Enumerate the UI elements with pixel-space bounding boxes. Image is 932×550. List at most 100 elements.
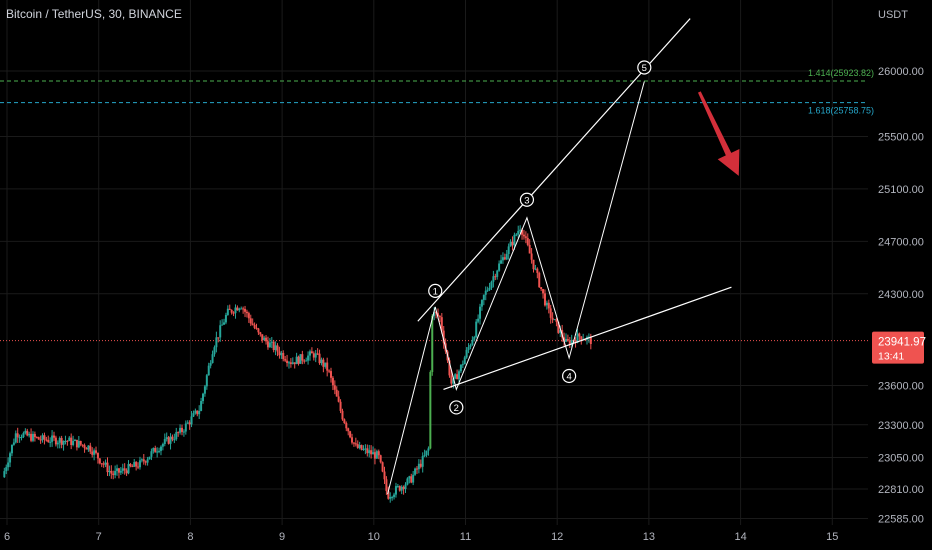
- currency-label: USDT: [878, 9, 908, 21]
- time-axis[interactable]: 6 7 8 9 10 11 12 13 14 15: [4, 531, 838, 543]
- candle-body: [125, 470, 128, 474]
- candle-body: [232, 312, 235, 314]
- candle-countdown: 13:41: [878, 351, 904, 363]
- candle-body: [387, 490, 390, 499]
- candle-body: [528, 244, 531, 254]
- candle-body: [297, 356, 300, 364]
- candle-body: [501, 257, 504, 261]
- candle-body: [490, 281, 493, 289]
- candle-body: [123, 468, 126, 471]
- candle-body: [173, 439, 176, 441]
- candle-body: [412, 474, 415, 483]
- candle-body: [295, 356, 298, 365]
- candle-body: [375, 451, 378, 459]
- candle-body: [158, 450, 161, 452]
- candle-body: [307, 355, 310, 361]
- candle-body: [326, 362, 329, 371]
- candle-body: [442, 330, 445, 344]
- candle-body: [135, 462, 138, 467]
- candle-body: [385, 479, 388, 491]
- candle-body: [253, 324, 256, 328]
- candle-body: [64, 440, 67, 442]
- candle-body: [429, 372, 432, 449]
- price-tick-label: 24700.00: [878, 236, 924, 248]
- candle-body: [335, 389, 338, 397]
- candle-body: [52, 435, 55, 438]
- candle-body: [459, 364, 462, 372]
- candle-body: [87, 445, 90, 450]
- candle-body: [30, 433, 33, 441]
- candle-body: [293, 362, 296, 365]
- candle-body: [498, 263, 501, 271]
- candle-body: [330, 371, 333, 378]
- candle-body: [549, 308, 552, 318]
- candle-body: [461, 364, 464, 366]
- current-price-value: 23941.97: [878, 337, 926, 349]
- candle-body: [509, 241, 512, 247]
- candle-body: [469, 345, 472, 348]
- candle-body: [150, 451, 153, 457]
- candle-body: [542, 289, 545, 294]
- candle-body: [351, 437, 354, 443]
- wave-label-number: 1: [433, 286, 438, 297]
- lower-trendline[interactable]: [443, 286, 732, 390]
- candle-body: [505, 254, 508, 260]
- candle-body: [62, 440, 65, 445]
- candle-body: [119, 470, 122, 473]
- wave-3-label: 3: [519, 192, 535, 207]
- candle-body: [318, 353, 321, 364]
- candle-body: [245, 311, 248, 314]
- candle-body: [540, 287, 543, 290]
- candle-body: [3, 471, 6, 478]
- candle-body: [454, 374, 457, 379]
- candle-body: [553, 319, 556, 321]
- candle-body: [435, 311, 438, 314]
- candle-body: [257, 328, 260, 333]
- candle-body: [18, 437, 21, 439]
- candle-body: [203, 386, 206, 394]
- candle-body: [16, 433, 19, 438]
- candle-body: [43, 435, 46, 440]
- candle-body: [47, 440, 50, 443]
- candle-body: [72, 440, 75, 445]
- elliott-wave-path[interactable]: [387, 81, 645, 495]
- candle-body: [9, 453, 12, 463]
- candle-body: [316, 353, 319, 355]
- wave-label-number: 4: [566, 371, 571, 382]
- candle-body: [517, 230, 520, 235]
- candle-body: [98, 458, 101, 464]
- candle-body: [328, 370, 331, 372]
- candle-body: [163, 439, 166, 444]
- price-tick-label: 25100.00: [878, 184, 924, 196]
- candle-body: [219, 325, 222, 338]
- candle-body: [356, 444, 359, 448]
- candle-body: [584, 339, 587, 341]
- candle-body: [282, 352, 285, 360]
- candle-body: [343, 419, 346, 424]
- wave-1-label: 1: [428, 283, 443, 298]
- time-tick-label: 11: [460, 531, 471, 543]
- candle-body: [146, 459, 149, 463]
- candle-body: [303, 360, 306, 362]
- candle-body: [314, 353, 317, 358]
- candle-body: [26, 430, 29, 436]
- candle-body: [526, 237, 529, 245]
- price-tick-label: 26000.00: [878, 66, 924, 78]
- candle-body: [263, 337, 266, 341]
- candle-body: [28, 433, 31, 436]
- candle-body: [209, 362, 212, 366]
- wave-label-circle: [449, 400, 464, 415]
- candle-body: [465, 349, 468, 358]
- candle-body: [234, 307, 237, 314]
- candle-body: [477, 318, 480, 322]
- candle-body: [566, 339, 569, 341]
- candle-body: [244, 308, 247, 312]
- price-axis[interactable]: 26000.00 25500.00 25100.00 24700.00 24300.00…: [878, 66, 924, 525]
- candle-body: [574, 340, 577, 343]
- candle-body: [58, 438, 61, 443]
- candle-body: [198, 410, 201, 415]
- candle-body: [331, 377, 334, 386]
- candle-body: [500, 260, 503, 264]
- candle-body: [96, 452, 99, 459]
